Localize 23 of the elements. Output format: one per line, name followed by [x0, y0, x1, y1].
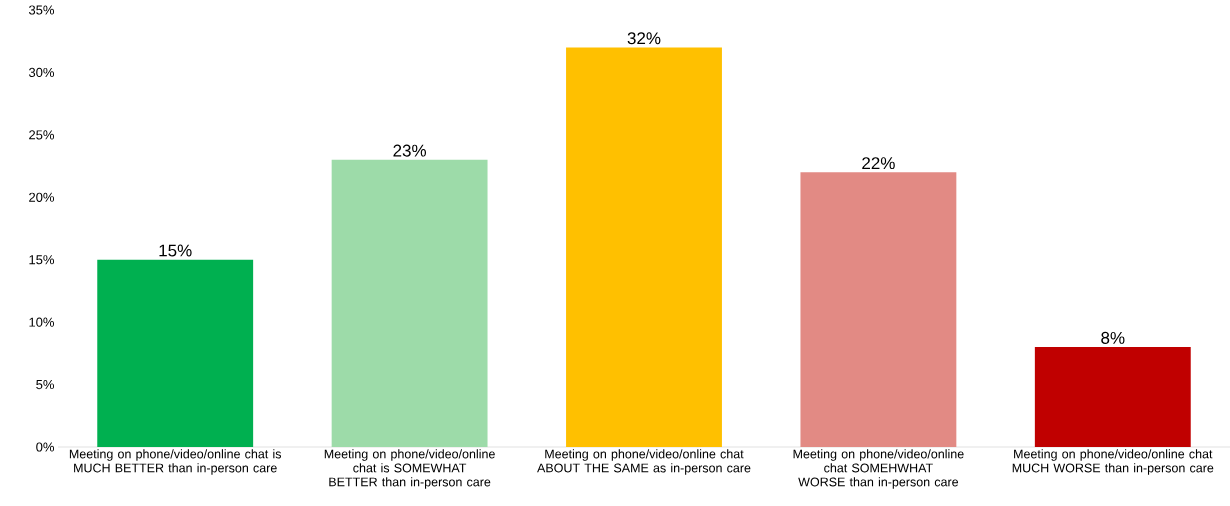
bar — [1034, 347, 1191, 447]
bar — [566, 47, 722, 447]
y-tick-label: 15% — [29, 255, 55, 265]
bar — [800, 172, 957, 447]
data-label: 8% — [1101, 331, 1125, 344]
y-tick-label: 10% — [29, 317, 55, 327]
data-label: 22% — [862, 157, 895, 170]
x-tick-label: Meeting on phone/video/online chat SOMEHWHAT WORSE than in-person care — [793, 449, 964, 489]
data-label: 32% — [627, 32, 661, 45]
bar — [331, 159, 488, 447]
y-tick-label: 30% — [28, 67, 55, 78]
data-label: 15% — [159, 244, 192, 257]
data-label: 23% — [393, 144, 427, 157]
y-tick-label: 25% — [29, 130, 55, 140]
y-tick-label: 35% — [28, 5, 55, 15]
x-tick-label: Meeting on phone/video/online chat is SOMEWHAT BETTER than in-person care — [324, 449, 495, 489]
bar — [97, 259, 254, 447]
x-tick-label: Meeting on phone/video/online chat MUCH WORSE than in-person care — [1012, 449, 1214, 475]
x-tick-label: Meeting on phone/video/online chat is MUCH BETTER than in-person care — [69, 449, 282, 475]
y-tick-label: 0% — [36, 442, 55, 452]
x-tick-label: Meeting on phone/video/online chat ABOUT THE SAME as in-person care — [537, 449, 751, 475]
y-tick-label: 5% — [36, 380, 55, 390]
y-tick-label: 20% — [29, 192, 55, 202]
